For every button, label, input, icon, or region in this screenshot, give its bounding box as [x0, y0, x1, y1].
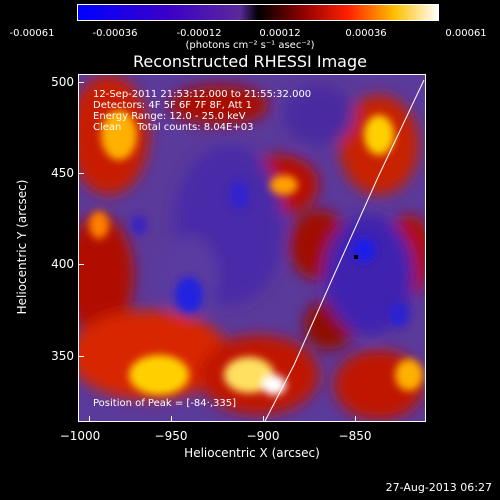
- info-time: 12-Sep-2011 21:53:12.000 to 21:55:32.000: [93, 89, 312, 100]
- y-tick-label: 500: [51, 75, 74, 89]
- colorbar-tick: -0.00012: [176, 28, 222, 39]
- y-tickmark: [78, 356, 84, 357]
- colorbar: [77, 4, 439, 21]
- plot-title: Reconstructed RHESSI Image: [133, 52, 367, 71]
- x-axis-label: Heliocentric X (arcsec): [184, 446, 320, 460]
- rhessi-image: 12-Sep-2011 21:53:12.000 to 21:55:32.000…: [78, 74, 426, 422]
- info-peak: Position of Peak = [-84·,335]: [93, 398, 236, 409]
- x-tick-label: −950: [154, 429, 188, 443]
- colorbar-tick: -0.00036: [92, 28, 138, 39]
- y-tickmark: [78, 173, 84, 174]
- colorbar-tick: 0.00061: [445, 28, 487, 39]
- x-tickmark: [89, 416, 90, 422]
- y-tickmark: [78, 82, 84, 83]
- colorbar-gradient: [78, 5, 438, 20]
- x-tick-label: −900: [246, 429, 280, 443]
- x-tickmark: [171, 416, 172, 422]
- x-tick-label: −1000: [59, 429, 101, 443]
- y-tick-label: 450: [51, 166, 74, 180]
- colorbar-tick: -0.00061: [9, 28, 55, 39]
- timestamp: 27-Aug-2013 06:27: [385, 481, 492, 494]
- colorbar-units: (photons cm⁻² s⁻¹ asec⁻²): [185, 40, 315, 51]
- info-energy: Energy Range: 12.0 - 25.0 keV: [93, 111, 246, 122]
- x-tickmark: [263, 416, 264, 422]
- colorbar-tick: 0.00012: [259, 28, 301, 39]
- info-detectors: Detectors: 4F 5F 6F 7F 8F, Att 1: [93, 100, 253, 111]
- x-tickmark: [355, 416, 356, 422]
- y-tick-label: 400: [51, 257, 74, 271]
- x-tick-label: −850: [338, 429, 372, 443]
- info-clean: Clean Total counts: 8.04E+03: [93, 122, 254, 133]
- y-axis-label: Heliocentric Y (arcsec): [15, 179, 29, 315]
- y-tickmark: [78, 264, 84, 265]
- y-tick-label: 350: [51, 349, 74, 363]
- heatmap: [79, 75, 425, 421]
- colorbar-tick: 0.00036: [345, 28, 387, 39]
